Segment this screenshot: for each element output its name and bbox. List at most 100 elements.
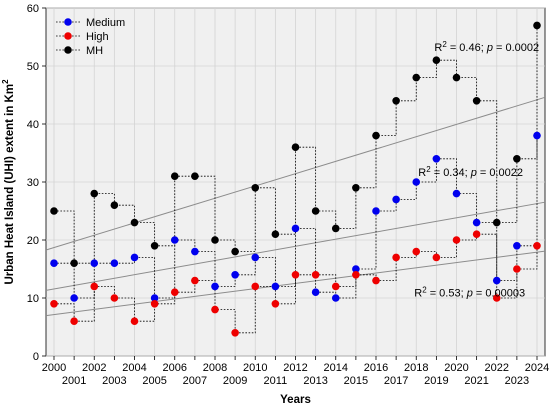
point-mh xyxy=(372,131,380,140)
y-tick-label: 10 xyxy=(27,293,39,305)
x-tick-label: 2016 xyxy=(364,362,388,374)
x-tick-label: 2020 xyxy=(444,362,468,374)
point-high xyxy=(150,300,159,308)
point-mh xyxy=(271,230,280,238)
point-medium xyxy=(352,265,360,273)
point-high xyxy=(352,271,360,279)
y-tick-label: 60 xyxy=(27,3,39,15)
point-medium xyxy=(392,195,400,204)
x-tick-label: 2001 xyxy=(62,375,86,387)
point-high xyxy=(311,271,320,279)
x-axis-ticks: 2000200120022003200420052006200720082009… xyxy=(42,356,549,387)
point-high xyxy=(170,288,179,297)
point-mh xyxy=(251,184,260,192)
x-tick-label: 2009 xyxy=(223,375,247,387)
r2-label: R xyxy=(418,167,426,179)
point-medium xyxy=(533,131,541,140)
point-high xyxy=(50,300,58,308)
point-medium xyxy=(492,276,501,285)
point-mh xyxy=(50,207,58,215)
point-mh xyxy=(70,259,78,268)
point-high xyxy=(472,230,481,238)
point-medium xyxy=(251,253,260,262)
point-medium xyxy=(513,242,521,250)
x-axis-title: Years xyxy=(280,394,311,406)
point-medium xyxy=(311,288,320,297)
legend-marker-high xyxy=(64,32,72,40)
point-high xyxy=(392,253,400,262)
x-tick-label: 2024 xyxy=(525,362,549,374)
point-medium xyxy=(331,294,340,302)
regression-annotation: R2 = 0.46; p = 0.0002 xyxy=(434,40,539,54)
x-tick-label: 2023 xyxy=(505,375,529,387)
point-medium xyxy=(412,178,421,186)
x-tick-label: 2003 xyxy=(102,375,126,387)
point-mh xyxy=(412,73,421,82)
x-tick-label: 2022 xyxy=(485,362,509,374)
r2-value: = 0.53; xyxy=(427,287,467,299)
y-tick-label: 40 xyxy=(27,119,39,131)
x-tick-label: 2018 xyxy=(404,362,428,374)
point-mh xyxy=(492,218,501,227)
point-high xyxy=(70,317,78,326)
r2-superscript: 2 xyxy=(426,165,431,174)
point-high xyxy=(291,271,300,279)
legend-marker-mh xyxy=(64,46,72,54)
point-high xyxy=(231,329,239,337)
x-tick-label: 2021 xyxy=(464,375,488,387)
y-tick-label: 0 xyxy=(33,351,39,363)
y-tick-label: 20 xyxy=(27,235,39,247)
point-high xyxy=(492,294,501,302)
regression-annotation: R2 = 0.53; p = 0.00003 xyxy=(414,285,525,299)
point-high xyxy=(271,300,280,308)
point-mh xyxy=(231,247,239,256)
point-high xyxy=(211,305,219,314)
point-mh xyxy=(513,155,521,163)
x-tick-label: 2017 xyxy=(384,375,408,387)
legend-label-mh: MH xyxy=(86,45,103,57)
p-label: p xyxy=(466,287,473,299)
point-medium xyxy=(271,282,280,291)
point-medium xyxy=(110,259,119,268)
point-high xyxy=(533,242,541,250)
point-high xyxy=(251,282,260,291)
point-high xyxy=(452,236,461,244)
legend-label-high: High xyxy=(86,31,109,43)
x-tick-label: 2008 xyxy=(203,362,227,374)
point-medium xyxy=(90,259,99,268)
point-mh xyxy=(191,172,199,180)
point-high xyxy=(331,282,340,291)
point-high xyxy=(412,247,421,256)
point-medium xyxy=(211,282,219,291)
y-axis-title: Urban Heat Island (UHI) extent in Km2 xyxy=(1,79,16,285)
p-value: = 0.0002 xyxy=(493,42,539,54)
point-medium xyxy=(191,247,199,256)
point-medium xyxy=(432,155,441,163)
r2-value: = 0.34; xyxy=(431,167,471,179)
point-mh xyxy=(452,73,461,82)
x-tick-label: 2015 xyxy=(344,375,368,387)
point-medium xyxy=(452,189,461,198)
p-value: = 0.0022 xyxy=(477,167,523,179)
x-tick-label: 2014 xyxy=(324,362,348,374)
point-high xyxy=(90,282,99,291)
point-high xyxy=(513,265,521,273)
p-label: p xyxy=(470,167,477,179)
point-medium xyxy=(291,224,300,233)
point-high xyxy=(191,276,199,285)
point-mh xyxy=(311,207,320,215)
r2-superscript: 2 xyxy=(442,40,447,49)
point-high xyxy=(130,317,139,326)
point-medium xyxy=(472,218,481,227)
x-tick-label: 2005 xyxy=(142,375,166,387)
point-high xyxy=(432,253,441,262)
r2-label: R xyxy=(434,42,442,54)
y-axis-title-main: Urban Heat Island (UHI) extent in Km xyxy=(4,84,16,285)
x-tick-label: 2007 xyxy=(183,375,207,387)
x-tick-label: 2006 xyxy=(163,362,187,374)
trend-line-mh xyxy=(45,96,546,251)
point-mh xyxy=(392,97,400,105)
point-mh xyxy=(170,172,179,180)
